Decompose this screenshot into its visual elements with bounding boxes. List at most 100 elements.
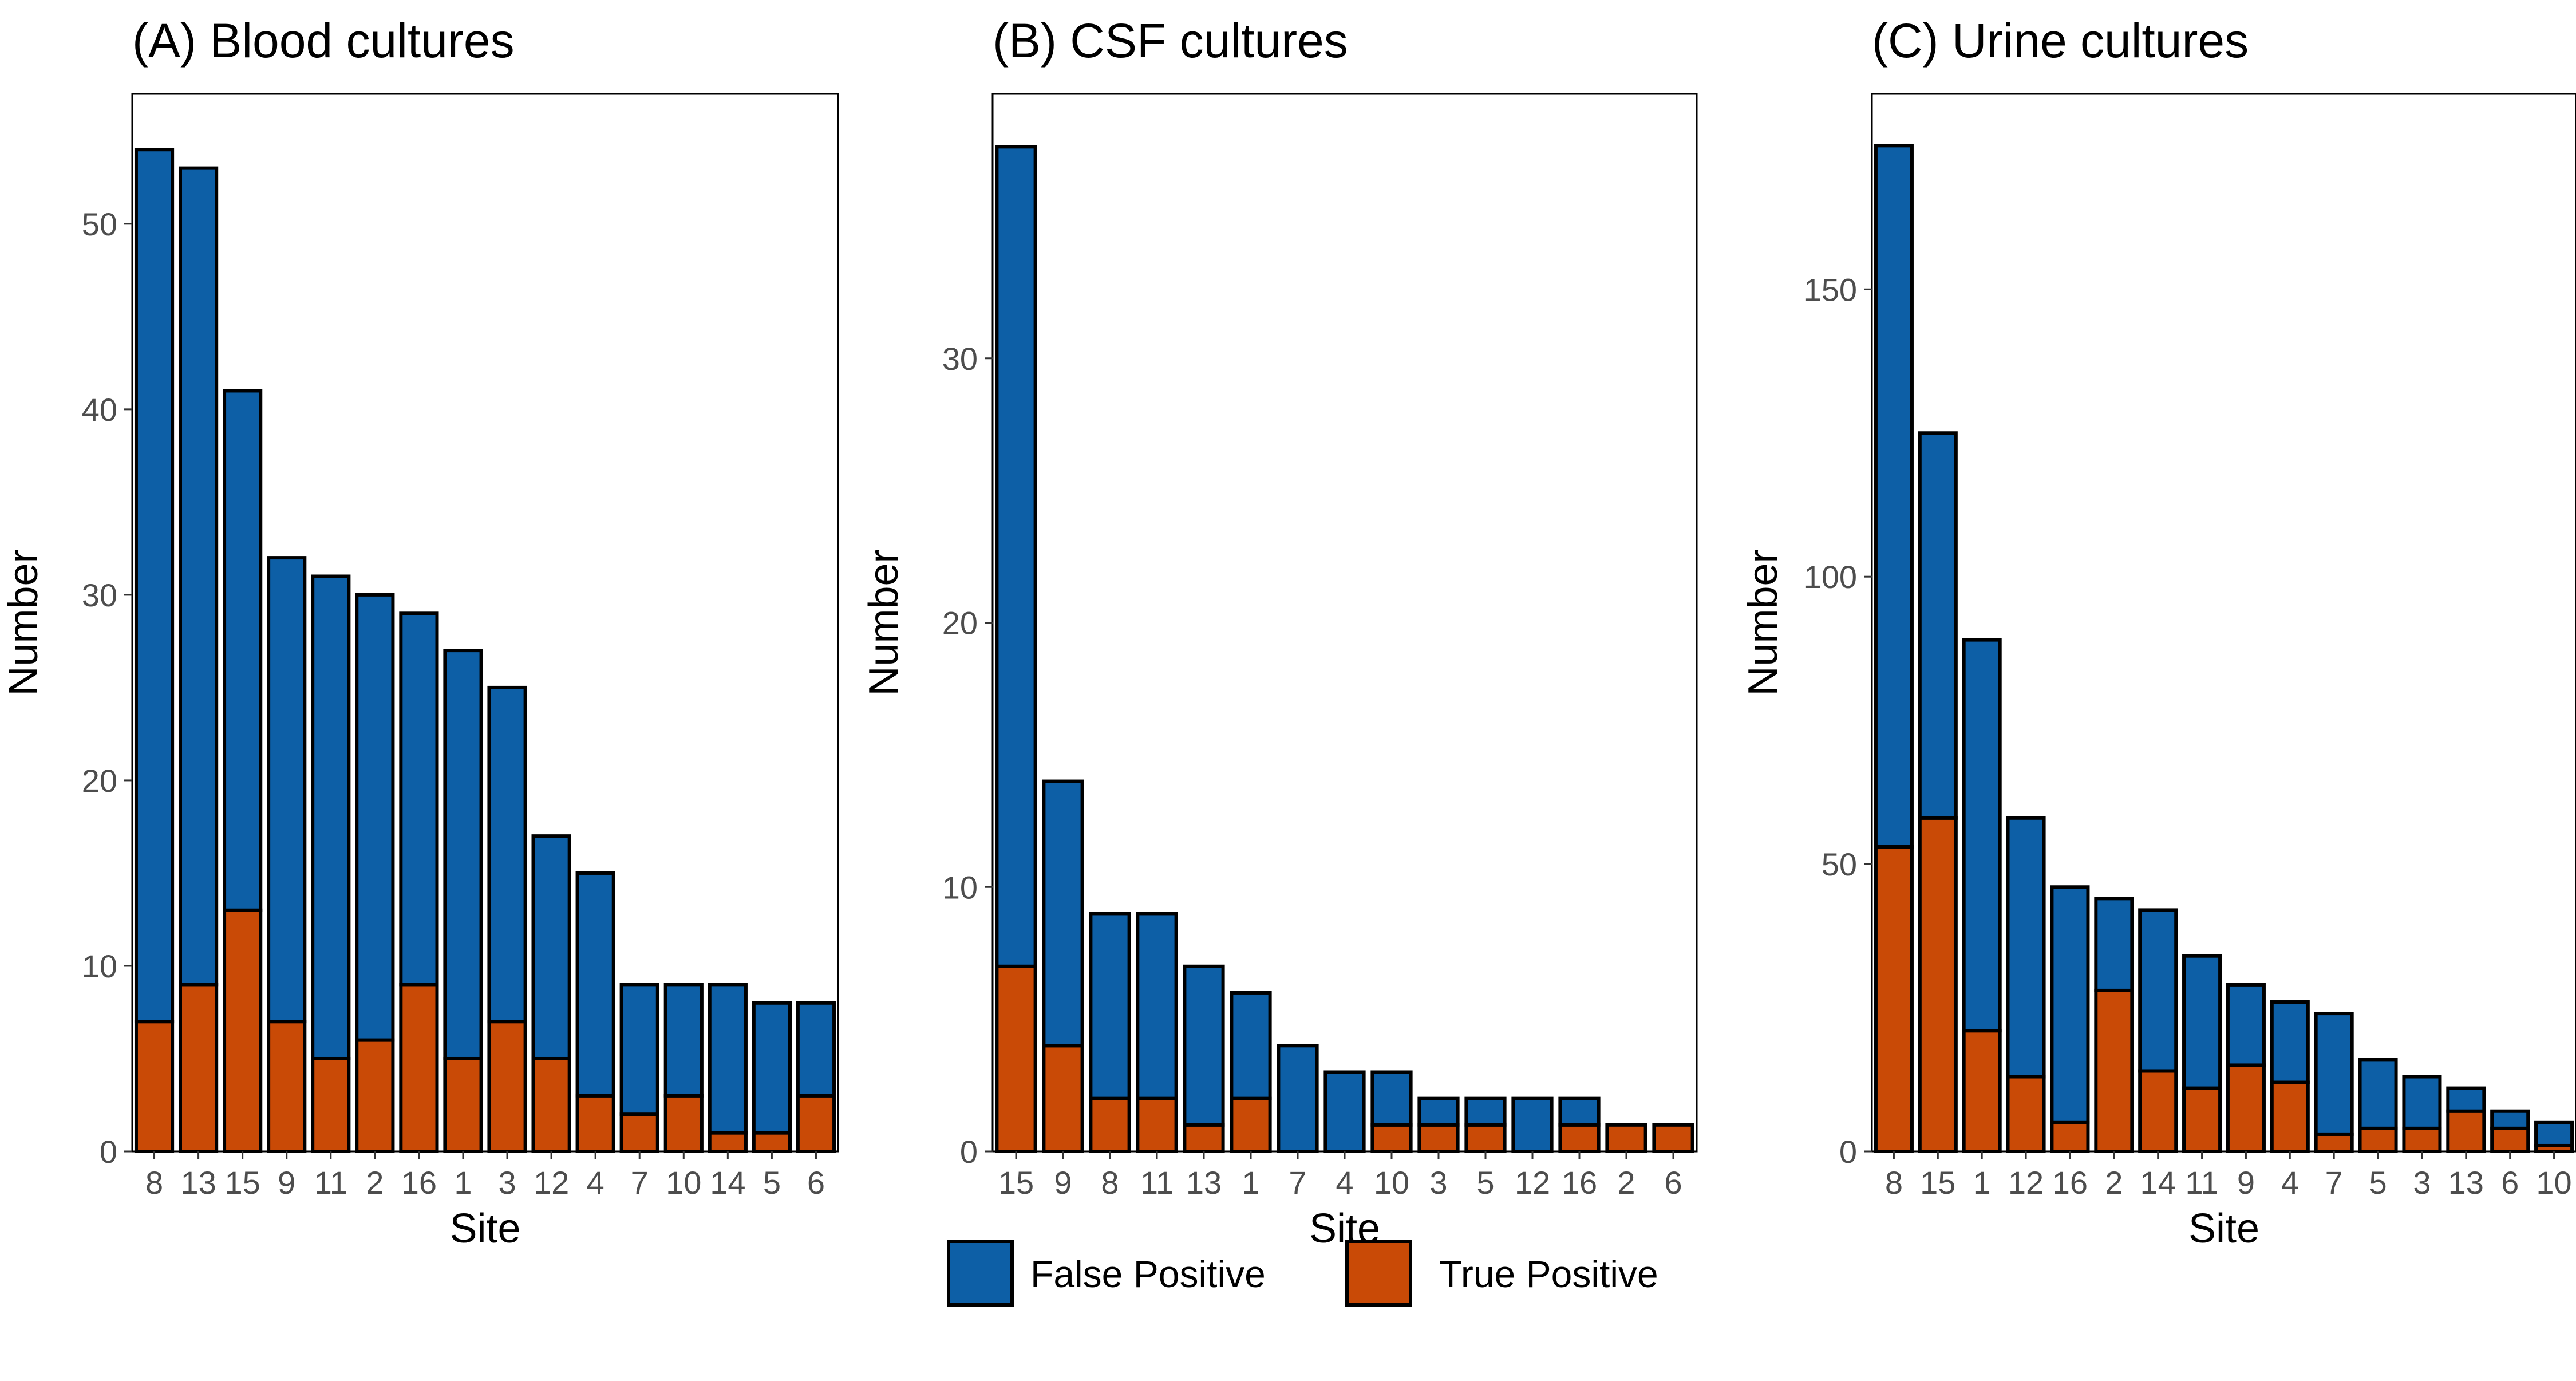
bar-true-positive-site-2 [355,1038,395,1154]
bar-false-positive-site-5 [752,1001,792,1135]
legend-swatch-true-positive [1345,1240,1412,1307]
legend-label-true-positive: True Positive [1439,1253,1658,1295]
y-axis-title: Number [861,549,907,696]
x-tick-label-site-15: 15 [1920,1165,1955,1201]
bar-false-positive-site-8 [134,148,175,1024]
y-tick-label: 0 [1839,1134,1857,1170]
bar-false-positive-site-16 [2050,885,2090,1124]
bar-true-positive-site-5 [2358,1126,2398,1153]
bar-true-positive-site-8 [1874,845,1914,1153]
plot-border [1871,93,2576,1153]
bar-true-positive-site-16 [1558,1123,1601,1153]
bar-true-positive-site-4 [2270,1080,2310,1153]
y-tick-label: 40 [82,392,117,428]
bar-true-positive-site-5 [1464,1123,1507,1153]
bar-false-positive-site-11 [2182,954,2222,1090]
bar-true-positive-site-16 [399,983,439,1153]
bar-false-positive-site-4 [575,871,615,1098]
bar-false-positive-site-3 [487,685,527,1024]
bar-true-positive-site-16 [2050,1120,2090,1154]
x-tick-label-site-1: 1 [1973,1165,1991,1201]
bar-true-positive-site-15 [995,964,1037,1154]
x-tick-label-site-10: 10 [666,1165,701,1201]
bar-true-positive-site-6 [2490,1126,2530,1153]
bar-false-positive-site-4 [1323,1070,1366,1153]
bar-false-positive-site-13 [1183,964,1225,1127]
x-tick-label-site-11: 11 [2185,1165,2218,1201]
bar-false-positive-site-1 [1962,638,2002,1033]
bar-false-positive-site-7 [619,983,659,1116]
bar-false-positive-site-1 [443,649,483,1060]
x-tick-label-site-6: 6 [2501,1165,2519,1201]
x-tick-label-site-4: 4 [2281,1165,2299,1201]
panel-title-blood: (A) Blood cultures [132,14,515,68]
x-tick-label-site-13: 13 [1186,1165,1222,1201]
plot-border [131,93,839,1153]
bar-true-positive-site-8 [134,1020,175,1153]
bar-true-positive-site-11 [311,1056,351,1153]
x-tick-label-site-9: 9 [1054,1165,1072,1201]
bar-false-positive-site-5 [1464,1096,1507,1127]
legend-label-false-positive: False Positive [1030,1253,1266,1295]
x-tick-label-site-3: 3 [1429,1165,1447,1201]
x-tick-label-site-1: 1 [454,1165,472,1201]
y-tick-label: 0 [100,1134,117,1170]
bar-true-positive-site-3 [487,1020,527,1153]
bar-false-positive-site-9 [1042,779,1084,1048]
y-tick-label: 30 [942,341,978,377]
bar-true-positive-site-2 [2094,988,2134,1154]
x-tick-label-site-1: 1 [1242,1165,1259,1201]
bar-false-positive-site-2 [2094,897,2134,992]
x-tick-label-site-7: 7 [2325,1165,2343,1201]
x-tick-label-site-16: 16 [401,1165,437,1201]
x-tick-label-site-14: 14 [2140,1165,2176,1201]
bar-false-positive-site-7 [2314,1012,2354,1136]
x-tick-label-site-8: 8 [1101,1165,1119,1201]
chart-panel-csf: 15 9 8 11 13 1 7 4 10 3 5 12 16 2 6 0 10 20 30 (B) CSF cult… [861,14,1698,1252]
legend-swatch-false-positive [947,1240,1014,1307]
bar-true-positive-site-15 [223,908,263,1153]
x-tick-label-site-11: 11 [314,1165,347,1201]
x-tick-label-site-10: 10 [1374,1165,1409,1201]
legend: False Positive True Positive [947,1240,1658,1307]
x-tick-label-site-6: 6 [1664,1165,1682,1201]
y-tick-label: 0 [960,1134,978,1170]
bar-true-positive-site-1 [1962,1029,2002,1153]
y-axis-title: Number [1,549,46,696]
x-tick-label-site-7: 7 [1289,1165,1306,1201]
y-tick-label: 50 [1822,846,1857,882]
bar-false-positive-site-6 [796,1001,836,1098]
bar-true-positive-site-13 [2446,1109,2486,1153]
x-tick-label-site-14: 14 [710,1165,745,1201]
bar-true-positive-site-12 [531,1056,571,1153]
bar-true-positive-site-6 [796,1094,836,1153]
x-axis-title: Site [449,1206,520,1252]
bar-true-positive-site-7 [2314,1132,2354,1153]
x-tick-label-site-8: 8 [1885,1165,1903,1201]
bar-true-positive-site-10 [663,1094,704,1153]
bar-false-positive-site-16 [399,611,439,987]
x-tick-label-site-11: 11 [1140,1165,1174,1201]
x-tick-label-site-10: 10 [2536,1165,2571,1201]
x-tick-label-site-4: 4 [587,1165,605,1201]
bar-true-positive-site-15 [1918,816,1958,1153]
bar-false-positive-site-13 [178,166,219,987]
bar-true-positive-site-3 [1417,1123,1460,1153]
bar-false-positive-site-10 [1370,1070,1413,1127]
y-tick-label: 30 [82,577,117,613]
panel-title-csf: (B) CSF cultures [993,14,1348,68]
bar-false-positive-site-10 [2534,1120,2574,1147]
y-tick-label: 10 [82,948,117,984]
bar-true-positive-site-6 [1652,1123,1694,1153]
bar-false-positive-site-3 [2402,1075,2442,1130]
x-tick-label-site-12: 12 [1515,1165,1550,1201]
x-tick-label-site-4: 4 [1336,1165,1353,1201]
y-tick-label: 150 [1804,271,1857,307]
x-tick-label-site-2: 2 [2105,1165,2123,1201]
x-tick-label-site-16: 16 [1562,1165,1597,1201]
x-tick-label-site-12: 12 [534,1165,569,1201]
bar-false-positive-site-11 [311,574,351,1060]
